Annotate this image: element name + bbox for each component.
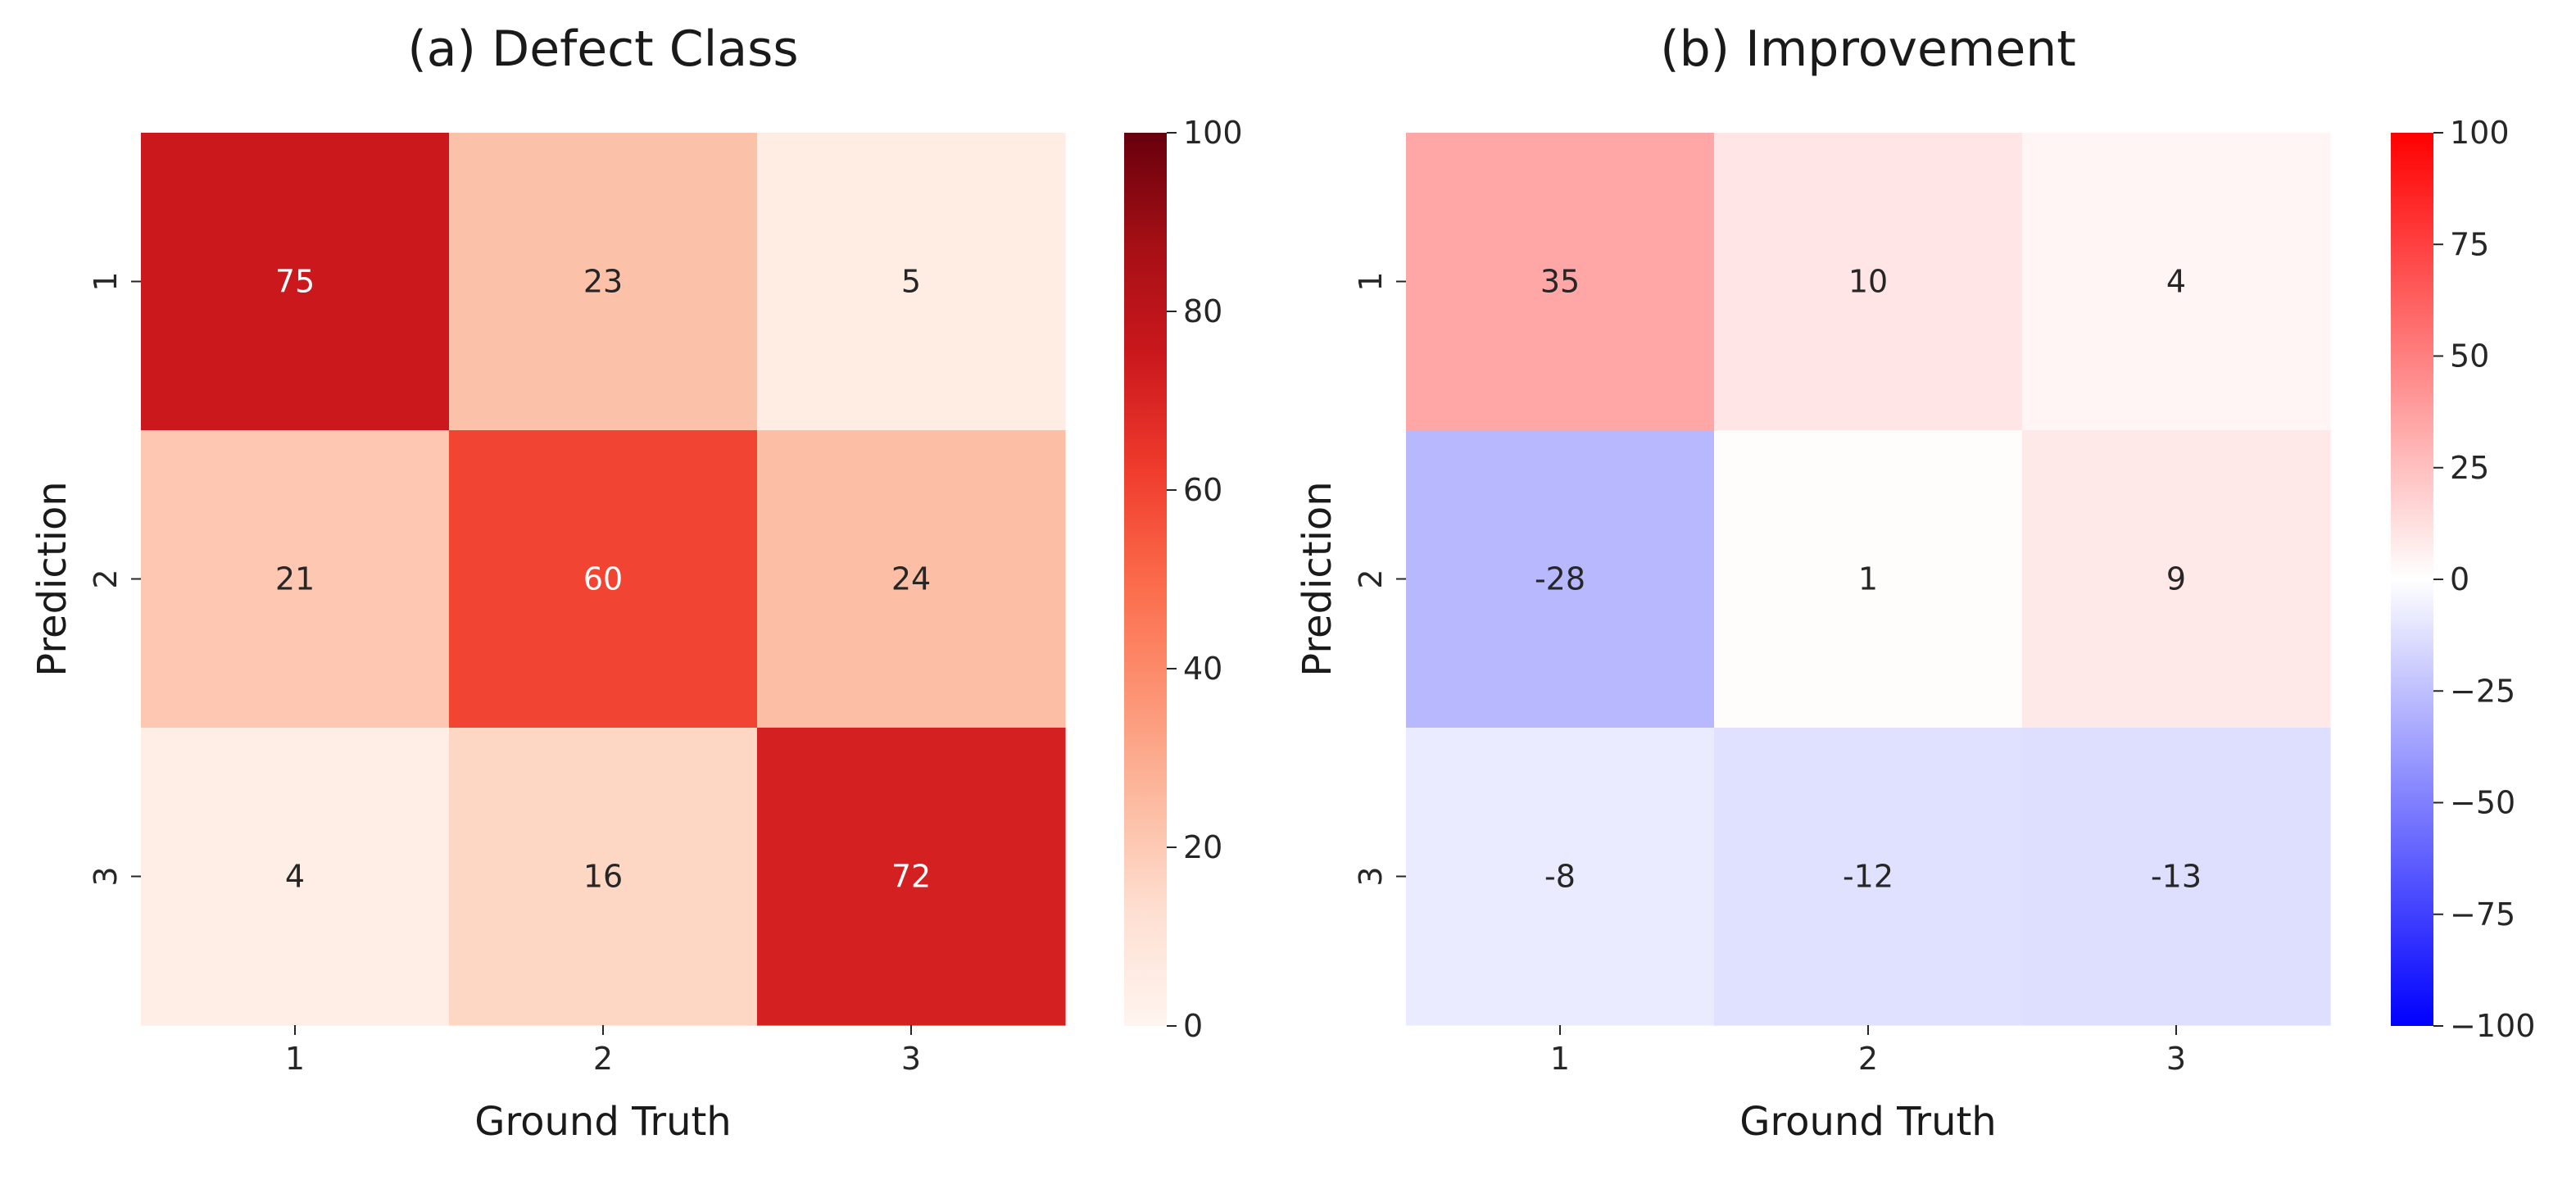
x-axis-label: Ground Truth	[1739, 1099, 1996, 1145]
heatmap-cell	[1714, 728, 2023, 1026]
cell-value-label: 1	[1858, 561, 1878, 597]
cell-value-label: 16	[583, 859, 623, 895]
heatmap-cell	[449, 728, 758, 1026]
colorbar	[2391, 133, 2433, 1026]
y-tick-label: 3	[88, 866, 124, 886]
x-tick-label: 1	[1550, 1041, 1570, 1077]
cell-value-label: 60	[583, 561, 623, 597]
heatmap-cell	[141, 133, 450, 431]
x-axis-label: Ground Truth	[474, 1099, 731, 1145]
cell-value-label: -8	[1544, 859, 1576, 895]
heatmap-cell	[2022, 430, 2331, 728]
heatmap-cell	[757, 430, 1066, 728]
cell-value-label: 5	[901, 264, 921, 300]
chart-title: (a) Defect Class	[407, 20, 798, 78]
colorbar-tick-label: 80	[1183, 293, 1222, 329]
heatmap-cell	[449, 133, 758, 431]
cell-value-label: 24	[891, 561, 931, 597]
y-tick-label: 1	[88, 271, 124, 291]
y-tick-label: 2	[1353, 569, 1389, 588]
colorbar-tick-label: 75	[2450, 226, 2489, 262]
x-tick-label: 2	[593, 1041, 613, 1077]
cell-value-label: 72	[891, 859, 931, 895]
cell-value-label: 4	[285, 859, 305, 895]
cell-value-label: 4	[2166, 264, 2186, 300]
colorbar-tick-label: −25	[2450, 673, 2515, 709]
y-tick-label: 2	[88, 569, 124, 588]
y-tick-label: 1	[1353, 271, 1389, 291]
y-axis-label: Prediction	[1295, 481, 1340, 676]
y-axis-label: Prediction	[29, 481, 75, 676]
x-tick-label: 1	[285, 1041, 305, 1077]
heatmap-cell	[757, 728, 1066, 1026]
colorbar-tick-label: 100	[1183, 115, 1243, 151]
cell-value-label: 10	[1848, 264, 1888, 300]
cell-value-label: -12	[1843, 859, 1893, 895]
heatmap-panel-2: (b) Improvement 35 10 4 -28 1 9 -8 -12 -13 1 2 3 1 2 3 G…	[1295, 20, 2535, 1145]
heatmap-cell	[2022, 133, 2331, 431]
heatmap-cell	[1406, 728, 1715, 1026]
x-tick-label: 3	[901, 1041, 921, 1077]
x-tick-label: 3	[2166, 1041, 2186, 1077]
heatmap-cell	[1714, 133, 2023, 431]
heatmap-cell	[1406, 133, 1715, 431]
colorbar	[1124, 133, 1167, 1026]
colorbar-tick-label: 25	[2450, 450, 2489, 486]
cell-value-label: 23	[583, 264, 623, 300]
colorbar-tick-label: −75	[2450, 896, 2515, 933]
cell-value-label: -28	[1535, 561, 1585, 597]
colorbar-tick-label: −100	[2450, 1008, 2535, 1044]
colorbar-tick-label: −50	[2450, 785, 2515, 821]
heatmap-cell	[2022, 728, 2331, 1026]
colorbar-tick-label: 0	[2450, 561, 2469, 597]
colorbar-tick-label: 40	[1183, 651, 1222, 687]
colorbar-tick-label: 0	[1183, 1008, 1203, 1044]
chart-title: (b) Improvement	[1660, 20, 2076, 78]
heatmap-cell	[1406, 430, 1715, 728]
heatmap-cell	[1714, 430, 2023, 728]
colorbar-tick-label: 60	[1183, 472, 1222, 508]
heatmap-cell	[757, 133, 1066, 431]
cell-value-label: -13	[2151, 859, 2202, 895]
heatmap-cell	[141, 728, 450, 1026]
cell-value-label: 75	[275, 264, 315, 300]
colorbar-tick-label: 100	[2450, 115, 2510, 151]
colorbar-tick-label: 50	[2450, 338, 2489, 374]
cell-value-label: 35	[1540, 264, 1580, 300]
colorbar-tick-label: 20	[1183, 829, 1222, 865]
y-tick-label: 3	[1353, 866, 1389, 886]
heatmap-cell	[141, 430, 450, 728]
cell-value-label: 9	[2166, 561, 2186, 597]
heatmap-cell	[449, 430, 758, 728]
x-tick-label: 2	[1858, 1041, 1878, 1077]
cell-value-label: 21	[275, 561, 315, 597]
